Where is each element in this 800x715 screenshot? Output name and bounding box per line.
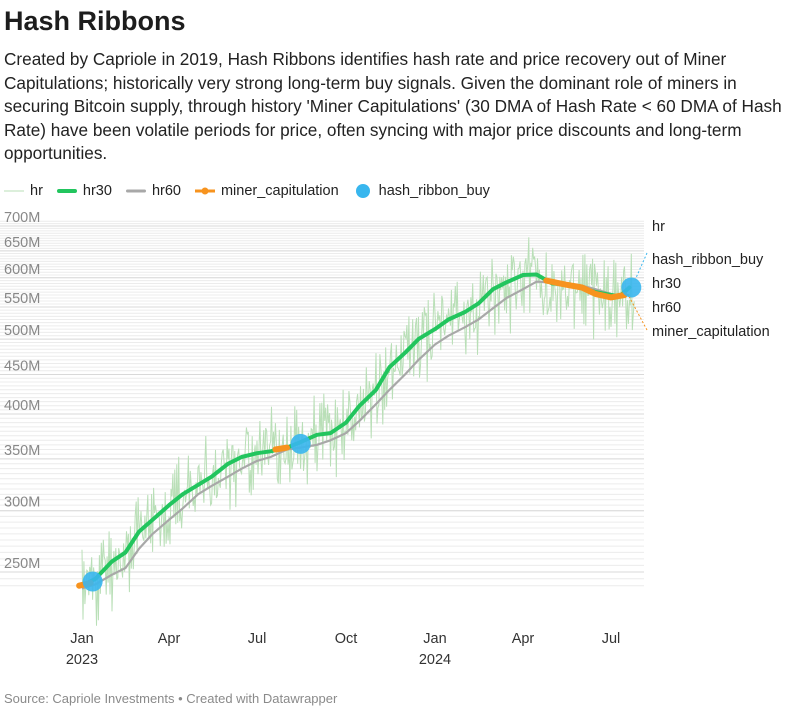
legend-swatch-hr60 <box>125 185 146 197</box>
y-tick-label: 600M <box>4 262 40 278</box>
legend-item-miner-capitulation[interactable]: miner_capitulation <box>194 183 339 199</box>
end-labels: hr hash_ribbon_buy hr30 hr60 miner_capitulat… <box>628 219 770 340</box>
legend-swatch-hr30 <box>56 185 77 197</box>
y-tick-label: 500M <box>4 323 40 339</box>
legend-label-hr30: hr30 <box>82 183 112 199</box>
y-tick-label: 300M <box>4 495 40 511</box>
x-tick-label: Oct <box>335 631 358 647</box>
end-label-hash-ribbon-buy: hash_ribbon_buy <box>652 252 764 268</box>
hash-ribbon-buy-series <box>82 277 642 592</box>
hash-ribbon-buy-marker <box>82 571 103 592</box>
x-tick-label: Jan <box>70 631 93 647</box>
miner-capitulation-segment <box>272 444 290 453</box>
legend-label-hr: hr <box>30 183 43 199</box>
x-tick-label: Jul <box>248 631 267 647</box>
y-axis-ticks: 250M 300M 350M 400M 450M 500M 550M 600M 650M 700M <box>4 210 40 572</box>
legend-swatch-miner-capitulation <box>194 185 215 197</box>
hr-series <box>81 237 635 626</box>
x-tick-label: Jan <box>423 631 446 647</box>
legend-label-hash-ribbon-buy: hash_ribbon_buy <box>378 183 490 199</box>
end-label-hr: hr <box>652 219 665 235</box>
x-tick-label: Apr <box>512 631 535 647</box>
y-tick-label: 550M <box>4 291 40 307</box>
x-tick-year-label: 2024 <box>419 652 451 668</box>
hash-ribbon-buy-marker <box>290 433 311 454</box>
legend: hr hr30 hr60 miner_capitulation hash_rib… <box>4 181 504 201</box>
chart-title: Hash Ribbons <box>4 6 186 36</box>
legend-item-hash-ribbon-buy[interactable]: hash_ribbon_buy <box>353 183 490 199</box>
legend-item-hr60[interactable]: hr60 <box>125 183 181 199</box>
end-label-hr30: hr30 <box>652 276 681 292</box>
y-tick-label: 650M <box>4 235 40 251</box>
y-tick-label: 400M <box>4 398 40 414</box>
x-axis-ticks: Jan 2023 Apr Jul Oct Jan 2024 Apr Jul <box>66 631 620 668</box>
hash-ribbon-buy-marker <box>621 277 642 298</box>
legend-label-hr60: hr60 <box>151 183 181 199</box>
end-label-miner-capitulation: miner_capitulation <box>652 324 770 340</box>
miner-capitulation-segment <box>543 277 628 301</box>
legend-item-hr30[interactable]: hr30 <box>56 183 112 199</box>
grid-layer <box>0 220 644 587</box>
hr-line <box>81 237 635 626</box>
x-tick-year-label: 2023 <box>66 652 98 668</box>
y-tick-label: 450M <box>4 358 40 374</box>
legend-label-miner-capitulation: miner_capitulation <box>220 183 339 199</box>
end-label-hr60: hr60 <box>652 300 681 316</box>
source-note: Source: Capriole Investments • Created w… <box>4 691 338 706</box>
y-tick-label: 250M <box>4 556 40 572</box>
chart-description: Created by Capriole in 2019, Hash Ribbon… <box>4 49 782 163</box>
legend-swatch-hash-ribbon-buy <box>353 184 373 198</box>
hash-ribbon-buy-leader <box>634 252 648 280</box>
y-tick-label: 700M <box>4 210 40 226</box>
legend-item-hr[interactable]: hr <box>4 183 43 199</box>
x-tick-label: Apr <box>158 631 181 647</box>
hash-ribbons-chart: 250M 300M 350M 400M 450M 500M 550M 600M 650M 700M… <box>0 210 770 668</box>
legend-swatch-hr <box>4 185 24 197</box>
y-tick-label: 350M <box>4 443 40 459</box>
x-tick-label: Jul <box>602 631 621 647</box>
